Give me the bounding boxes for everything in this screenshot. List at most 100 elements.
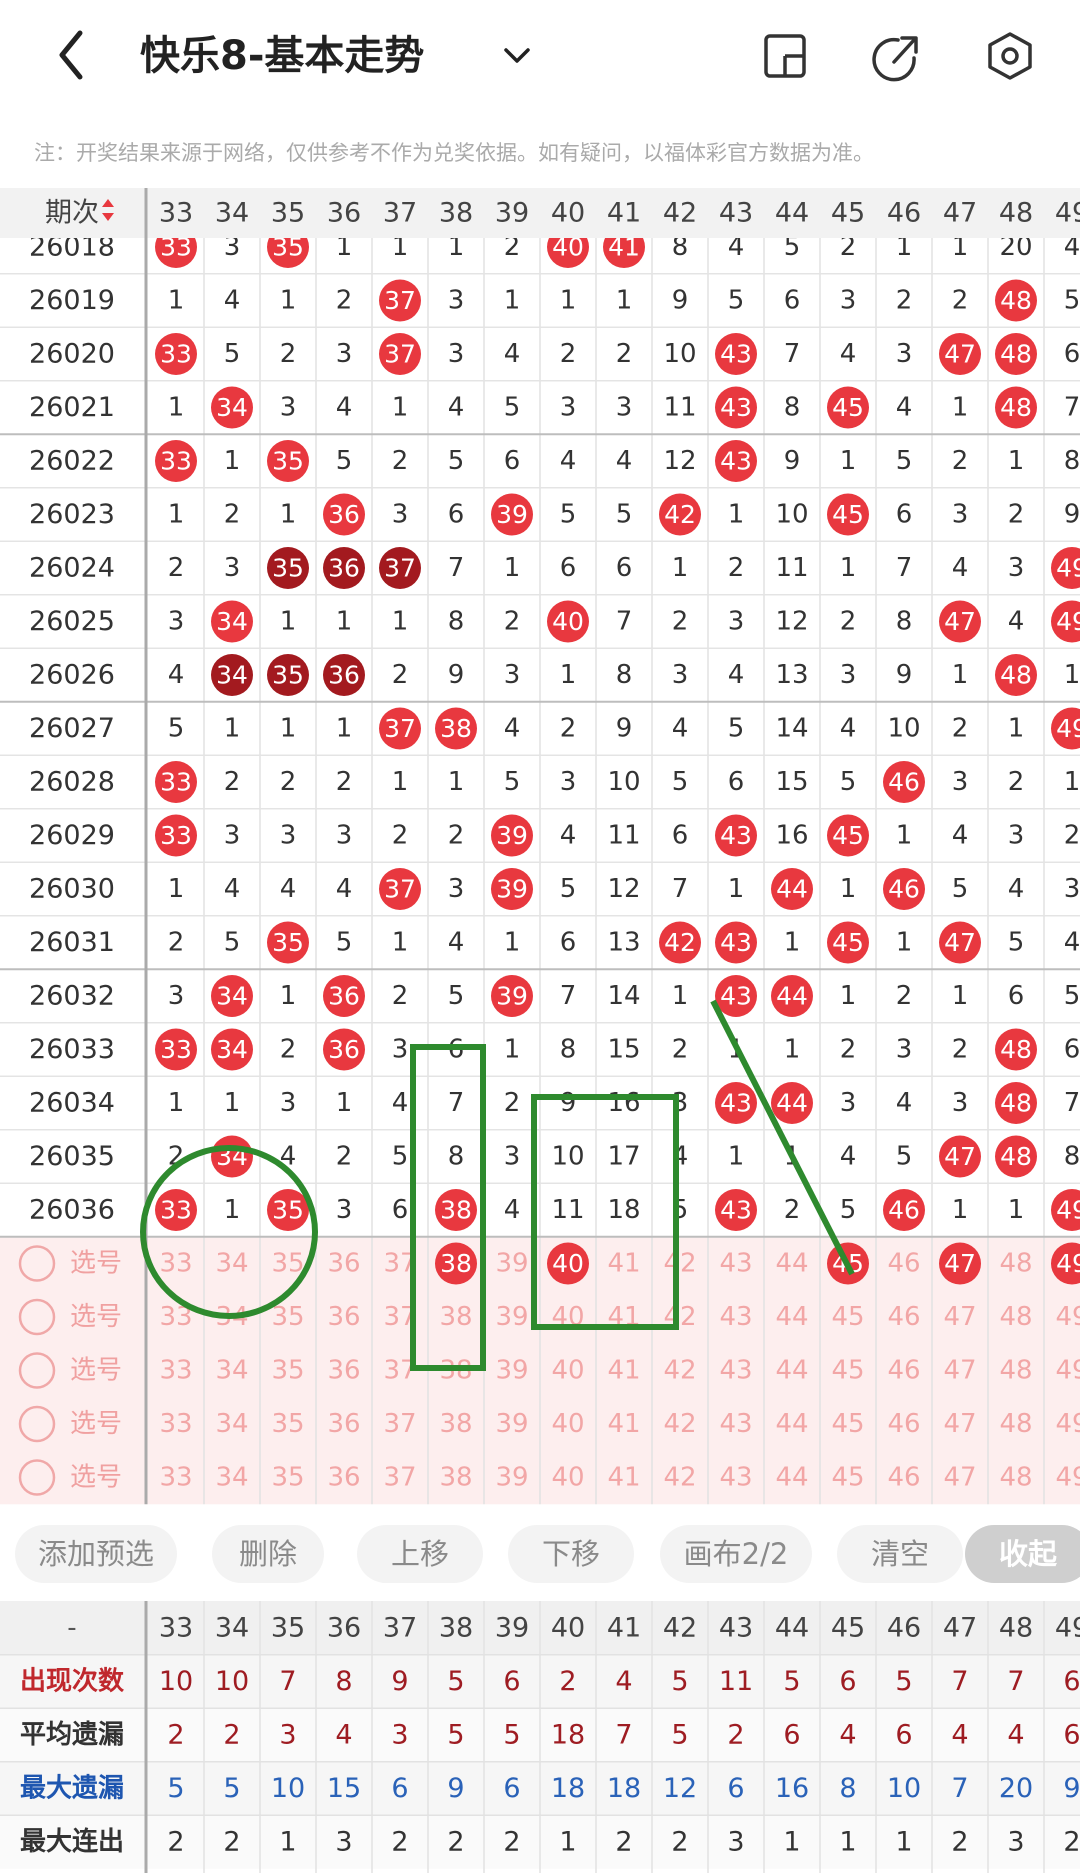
button-bg[interactable] xyxy=(660,1525,812,1583)
button-bg[interactable] xyxy=(357,1525,483,1583)
pick-number[interactable]: 46 xyxy=(887,1302,920,1332)
pick-number[interactable]: 47 xyxy=(943,1356,976,1386)
picked-number[interactable]: 38 xyxy=(440,1249,472,1278)
button-label[interactable]: 清空 xyxy=(871,1537,929,1571)
share-icon[interactable] xyxy=(872,36,918,82)
pick-number[interactable]: 46 xyxy=(887,1249,920,1279)
picked-ball[interactable] xyxy=(547,1242,589,1285)
pick-number[interactable]: 49 xyxy=(1055,1409,1080,1439)
button-label[interactable]: 上移 xyxy=(391,1537,449,1571)
pick-number[interactable]: 37 xyxy=(383,1409,416,1439)
pick-number[interactable]: 44 xyxy=(775,1302,808,1332)
pick-number[interactable]: 34 xyxy=(215,1356,248,1386)
pick-number[interactable]: 35 xyxy=(271,1463,304,1493)
picked-number[interactable]: 49 xyxy=(1056,1249,1080,1278)
pick-number[interactable]: 44 xyxy=(775,1463,808,1493)
pick-number[interactable]: 39 xyxy=(495,1249,528,1279)
pick-number[interactable]: 38 xyxy=(439,1409,472,1439)
pick-number[interactable]: 41 xyxy=(607,1409,640,1439)
pick-number[interactable]: 48 xyxy=(999,1302,1032,1332)
button-label[interactable]: 收起 xyxy=(999,1537,1058,1571)
picked-number[interactable]: 40 xyxy=(552,1249,584,1278)
pick-number[interactable]: 40 xyxy=(551,1463,584,1493)
pick-number[interactable]: 36 xyxy=(327,1463,360,1493)
pick-number[interactable]: 34 xyxy=(215,1409,248,1439)
pick-number[interactable]: 47 xyxy=(943,1463,976,1493)
pick-number[interactable]: 38 xyxy=(439,1463,472,1493)
pick-number[interactable]: 42 xyxy=(663,1356,696,1386)
pick-number[interactable]: 35 xyxy=(271,1249,304,1279)
pick-number[interactable]: 36 xyxy=(327,1409,360,1439)
pick-number[interactable]: 49 xyxy=(1055,1463,1080,1493)
pick-number[interactable]: 49 xyxy=(1055,1302,1080,1332)
pick-number[interactable]: 44 xyxy=(775,1249,808,1279)
pick-number[interactable]: 41 xyxy=(607,1463,640,1493)
button-label[interactable]: 添加预选 xyxy=(38,1537,154,1571)
period-header[interactable]: 期次 xyxy=(45,198,99,229)
pick-number[interactable]: 42 xyxy=(663,1409,696,1439)
pick-radio[interactable] xyxy=(18,1298,56,1336)
pick-number[interactable]: 46 xyxy=(887,1409,920,1439)
pick-number[interactable]: 43 xyxy=(719,1302,752,1332)
pick-radio[interactable] xyxy=(18,1459,56,1496)
pick-number[interactable]: 48 xyxy=(999,1463,1032,1493)
pick-number[interactable]: 36 xyxy=(327,1249,360,1279)
pick-number[interactable]: 39 xyxy=(495,1356,528,1386)
pick-number[interactable]: 42 xyxy=(663,1249,696,1279)
pick-number[interactable]: 34 xyxy=(215,1463,248,1493)
pick-number[interactable]: 43 xyxy=(719,1356,752,1386)
pick-number[interactable]: 33 xyxy=(159,1249,192,1279)
pick-number[interactable]: 40 xyxy=(551,1356,584,1386)
pick-number[interactable]: 46 xyxy=(887,1463,920,1493)
button-bg[interactable] xyxy=(508,1525,634,1583)
pick-number[interactable]: 47 xyxy=(943,1302,976,1332)
button-bg[interactable] xyxy=(837,1525,963,1583)
button-bg[interactable] xyxy=(965,1525,1080,1583)
button-label[interactable]: 画布2/2 xyxy=(684,1537,789,1571)
button-label[interactable]: 删除 xyxy=(239,1537,297,1571)
pick-radio[interactable] xyxy=(18,1245,56,1282)
button-bg[interactable] xyxy=(212,1525,324,1583)
pick-number[interactable]: 45 xyxy=(831,1302,864,1332)
pick-number[interactable]: 42 xyxy=(663,1463,696,1493)
pick-number[interactable]: 40 xyxy=(551,1409,584,1439)
picked-ball[interactable] xyxy=(1051,1242,1080,1285)
settings-icon[interactable] xyxy=(988,32,1032,80)
pick-number[interactable]: 34 xyxy=(215,1249,248,1279)
pick-number[interactable]: 46 xyxy=(887,1356,920,1386)
layout-icon[interactable] xyxy=(764,34,806,78)
pick-number[interactable]: 39 xyxy=(495,1409,528,1439)
pick-number[interactable]: 37 xyxy=(383,1463,416,1493)
pick-number[interactable]: 45 xyxy=(831,1409,864,1439)
pick-number[interactable]: 43 xyxy=(719,1249,752,1279)
pick-number[interactable]: 47 xyxy=(943,1409,976,1439)
pick-number[interactable]: 38 xyxy=(439,1302,472,1332)
pick-number[interactable]: 45 xyxy=(831,1356,864,1386)
pick-number[interactable]: 36 xyxy=(327,1302,360,1332)
pick-number[interactable]: 48 xyxy=(999,1409,1032,1439)
pick-number[interactable]: 39 xyxy=(495,1463,528,1493)
pick-number[interactable]: 48 xyxy=(999,1249,1032,1279)
pick-number[interactable]: 39 xyxy=(495,1302,528,1332)
pick-number[interactable]: 35 xyxy=(271,1302,304,1332)
pick-number[interactable]: 44 xyxy=(775,1409,808,1439)
pick-number[interactable]: 49 xyxy=(1055,1356,1080,1386)
picked-ball[interactable] xyxy=(939,1242,981,1285)
picked-ball[interactable] xyxy=(435,1242,477,1285)
pick-number[interactable]: 43 xyxy=(719,1409,752,1439)
pick-number[interactable]: 33 xyxy=(159,1463,192,1493)
pick-number[interactable]: 36 xyxy=(327,1356,360,1386)
pick-number[interactable]: 35 xyxy=(271,1409,304,1439)
pick-number[interactable]: 35 xyxy=(271,1356,304,1386)
pick-radio[interactable] xyxy=(18,1352,56,1389)
button-bg[interactable] xyxy=(15,1525,177,1583)
pick-number[interactable]: 33 xyxy=(159,1356,192,1386)
pick-number[interactable]: 45 xyxy=(831,1463,864,1493)
dropdown-button[interactable] xyxy=(504,48,530,63)
pick-number[interactable]: 41 xyxy=(607,1356,640,1386)
pick-number[interactable]: 41 xyxy=(607,1249,640,1279)
pick-number[interactable]: 44 xyxy=(775,1356,808,1386)
picked-number[interactable]: 47 xyxy=(944,1249,976,1278)
button-label[interactable]: 下移 xyxy=(542,1537,600,1571)
pick-radio[interactable] xyxy=(18,1405,56,1443)
